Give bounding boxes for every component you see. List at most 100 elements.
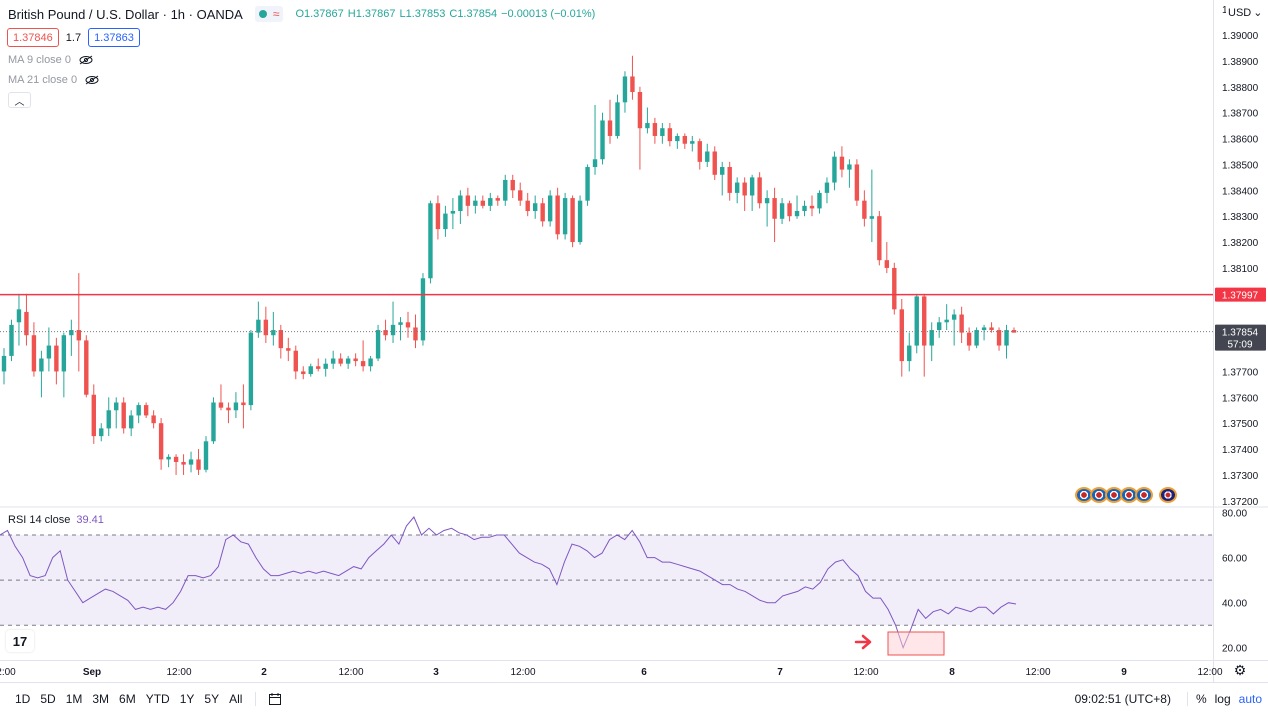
candle	[503, 174, 508, 206]
tradingview-logo-icon[interactable]: 17	[6, 630, 34, 652]
range-button-ytd[interactable]: YTD	[145, 691, 170, 706]
range-button-5y[interactable]: 5Y	[204, 691, 220, 706]
candle-body	[974, 330, 979, 346]
candle-body	[809, 205, 815, 209]
candle-body	[69, 330, 74, 336]
indicator-ma9[interactable]: MA 9 close 0	[8, 54, 93, 66]
sell-price-button[interactable]: 1.37846	[7, 28, 59, 47]
candle	[742, 177, 747, 212]
price-tick-label: 1.37500	[1222, 419, 1259, 430]
symbol-interval[interactable]: 1h	[170, 6, 186, 22]
log-scale-button[interactable]: log	[1214, 692, 1231, 706]
candle	[1004, 324, 1009, 359]
candle	[121, 397, 126, 434]
candle	[996, 327, 1002, 351]
time-tick-label: 12:00	[338, 667, 363, 678]
range-button-1d[interactable]: 1D	[15, 691, 31, 706]
candle-body	[959, 314, 964, 333]
range-button-5d[interactable]: 5D	[40, 691, 56, 706]
range-buttons: 1D 5D 1M 3M 6M YTD 1Y 5Y All	[10, 692, 247, 706]
time-tick-label: 12:00	[1197, 667, 1222, 678]
collapse-legend-button[interactable]: ︿	[8, 92, 31, 108]
price-tick-label: 1.37700	[1222, 367, 1259, 378]
eye-hidden-icon[interactable]	[79, 55, 93, 65]
candle-body	[562, 198, 568, 235]
range-button-3m[interactable]: 3M	[92, 691, 110, 706]
candle-body	[817, 192, 822, 209]
candle-body	[660, 128, 665, 136]
candle	[518, 182, 523, 206]
candle	[787, 200, 792, 222]
candle-body	[495, 198, 500, 201]
gear-icon[interactable]: ⚙	[1233, 662, 1247, 678]
candle-body	[929, 330, 934, 346]
candle	[989, 322, 994, 333]
ohlc-values: O1.37867 H1.37867 L1.37853 C1.37854 −0.0…	[295, 8, 595, 20]
candle	[944, 304, 949, 331]
price-tick-label: 1.39000	[1222, 31, 1259, 42]
indicator-ma21[interactable]: MA 21 close 0	[8, 74, 99, 86]
eye-hidden-icon[interactable]	[85, 75, 99, 85]
range-button-all[interactable]: All	[229, 691, 243, 706]
buy-price-button[interactable]: 1.37863	[88, 28, 140, 47]
candle	[1, 348, 7, 385]
candle-body	[91, 394, 96, 437]
candle	[316, 358, 321, 372]
rsi-legend[interactable]: RSI 14 close 39.41	[8, 514, 104, 526]
candle	[922, 293, 927, 377]
candle-body	[944, 319, 949, 323]
time-tick-label: 2:00	[0, 667, 16, 678]
candle-body	[181, 462, 186, 465]
auto-scale-button[interactable]: auto	[1238, 692, 1262, 706]
price-tick-label: 1.37300	[1222, 471, 1259, 482]
candle-body	[443, 213, 448, 230]
price-tick-label: 1.37400	[1222, 445, 1259, 456]
candle-body	[114, 402, 119, 411]
range-button-1y[interactable]: 1Y	[179, 691, 195, 706]
candle-body	[368, 358, 373, 367]
candle-body	[772, 198, 777, 219]
symbol-name[interactable]: British Pound / U.S. Dollar	[8, 6, 160, 22]
price-tick-label: 1.38800	[1222, 83, 1259, 94]
candle	[749, 174, 755, 212]
candle	[458, 190, 463, 224]
candle-body	[465, 195, 471, 206]
candle	[390, 301, 396, 343]
candle	[951, 309, 957, 346]
candle-body	[907, 345, 912, 362]
candle	[84, 335, 89, 398]
candle	[652, 117, 658, 144]
status-pill[interactable]: ≈	[254, 6, 284, 22]
symbol-exchange: OANDA	[196, 6, 243, 22]
candle	[383, 319, 388, 341]
calendar-goto-icon[interactable]	[268, 692, 282, 706]
range-button-6m[interactable]: 6M	[119, 691, 136, 706]
symbol-legend[interactable]: British Pound / U.S. Dollar · 1h · OANDA…	[8, 6, 596, 22]
last-price-tag	[1215, 324, 1266, 351]
bottom-right-controls: 09:02:51 (UTC+8) % log auto	[1075, 683, 1262, 714]
range-button-1m[interactable]: 1M	[65, 691, 83, 706]
candle	[802, 200, 807, 217]
clock-timezone[interactable]: 09:02:51 (UTC+8)	[1074, 692, 1171, 706]
candle	[532, 195, 538, 219]
us-flag-icon[interactable]	[1135, 487, 1153, 503]
rsi-pane: 80.00 60.00 40.00 20.00	[0, 509, 1247, 655]
candle-body	[248, 332, 254, 406]
candle-body	[630, 76, 635, 92]
candle	[158, 418, 164, 470]
candle	[832, 151, 837, 191]
price-tick-label: 1.38600	[1222, 135, 1259, 146]
rsi-tick-label: 60.00	[1222, 554, 1247, 565]
candle	[428, 200, 433, 284]
percent-scale-button[interactable]: %	[1195, 692, 1207, 706]
candle	[892, 262, 897, 315]
candle-body	[936, 322, 942, 331]
candle	[847, 159, 852, 188]
gb-flag-icon[interactable]	[1159, 487, 1177, 503]
candle	[488, 192, 493, 212]
candle-body	[488, 198, 493, 206]
economic-events[interactable]	[1075, 487, 1177, 503]
currency-selector[interactable]: USD ⌄	[1226, 6, 1265, 19]
candle-body	[966, 332, 972, 346]
